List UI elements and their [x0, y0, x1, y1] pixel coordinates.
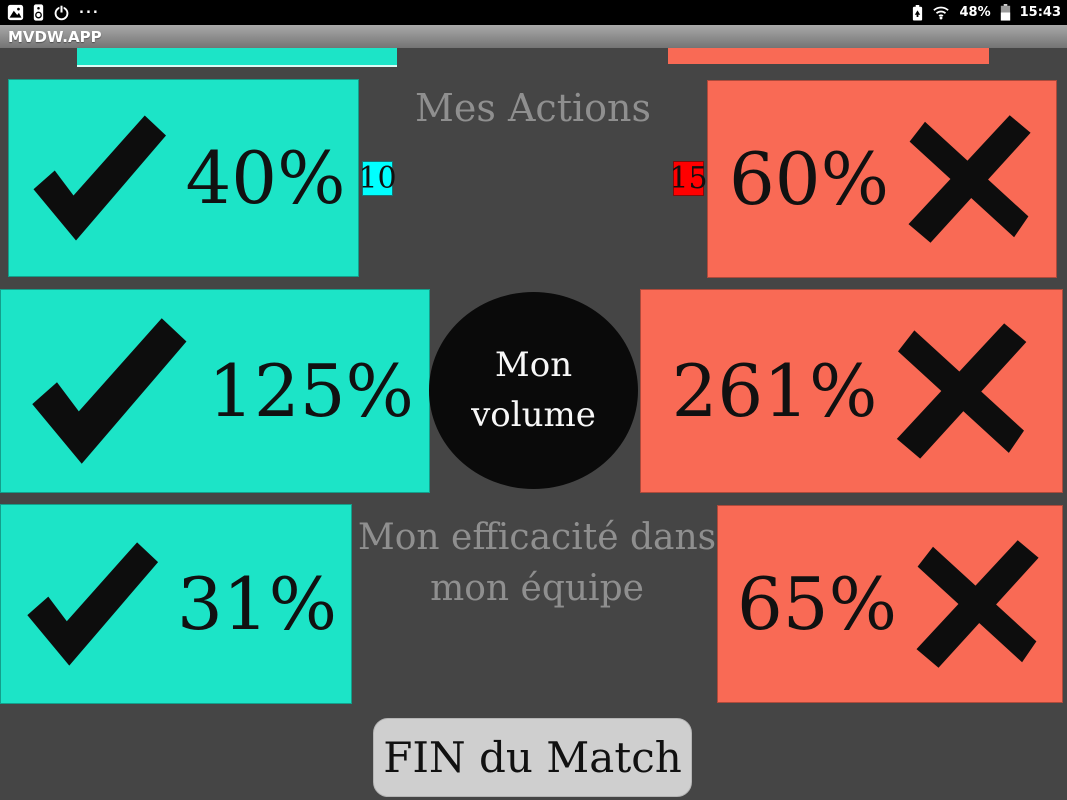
success-volume-value: 125% [208, 349, 414, 433]
cross-icon [911, 530, 1043, 678]
top-teal-bar[interactable] [77, 48, 397, 67]
wifi-icon [932, 5, 950, 20]
check-icon [21, 109, 171, 247]
fail-volume-value: 261% [671, 349, 878, 433]
efficiency-label-line1: Mon efficacité dans [357, 517, 717, 558]
fail-team-box[interactable]: 65% [717, 505, 1063, 703]
clock-time: 15:43 [1019, 5, 1061, 20]
cross-icon [903, 105, 1035, 253]
success-actions-value: 40% [185, 136, 346, 220]
title-bar: MVDW.APP [0, 25, 1067, 48]
power-icon [53, 4, 70, 21]
fail-actions-box[interactable]: 60% [707, 80, 1057, 278]
success-count-badge: 10 [358, 161, 397, 196]
battery-saver-icon [912, 4, 923, 21]
success-team-box[interactable]: 31% [0, 504, 352, 704]
status-bar-right: 48% 15:43 [912, 4, 1067, 21]
status-bar-left: ... [0, 1, 100, 21]
app-title: MVDW.APP [8, 27, 102, 46]
success-team-value: 31% [176, 562, 338, 646]
circle-label-line1: Mon [494, 345, 573, 386]
fail-team-value: 65% [736, 562, 898, 646]
check-icon [15, 536, 163, 672]
battery-percent: 48% [959, 5, 991, 20]
section-label-efficiency: Mon efficacité dans mon équipe [287, 512, 787, 614]
section-label-actions: Mes Actions [415, 86, 651, 130]
top-red-bar[interactable] [668, 48, 989, 64]
status-bar: ... 48% 15:43 [0, 0, 1067, 25]
image-icon [7, 4, 24, 21]
cross-icon [891, 312, 1031, 470]
status-more-icon: ... [79, 1, 100, 17]
success-actions-box[interactable]: 40% [8, 79, 359, 277]
fail-count-badge: 15 [669, 161, 708, 196]
circle-label-line2: volume [471, 394, 596, 435]
speaker-icon [33, 4, 44, 21]
volume-circle: Mon volume [429, 292, 638, 489]
end-match-button[interactable]: FIN du Match [373, 718, 692, 797]
success-volume-box[interactable]: 125% [0, 289, 430, 493]
battery-icon [1000, 4, 1011, 21]
fail-volume-box[interactable]: 261% [640, 289, 1063, 493]
fail-actions-value: 60% [728, 137, 890, 221]
efficiency-label-line2: mon équipe [430, 568, 644, 610]
check-icon [16, 311, 194, 471]
